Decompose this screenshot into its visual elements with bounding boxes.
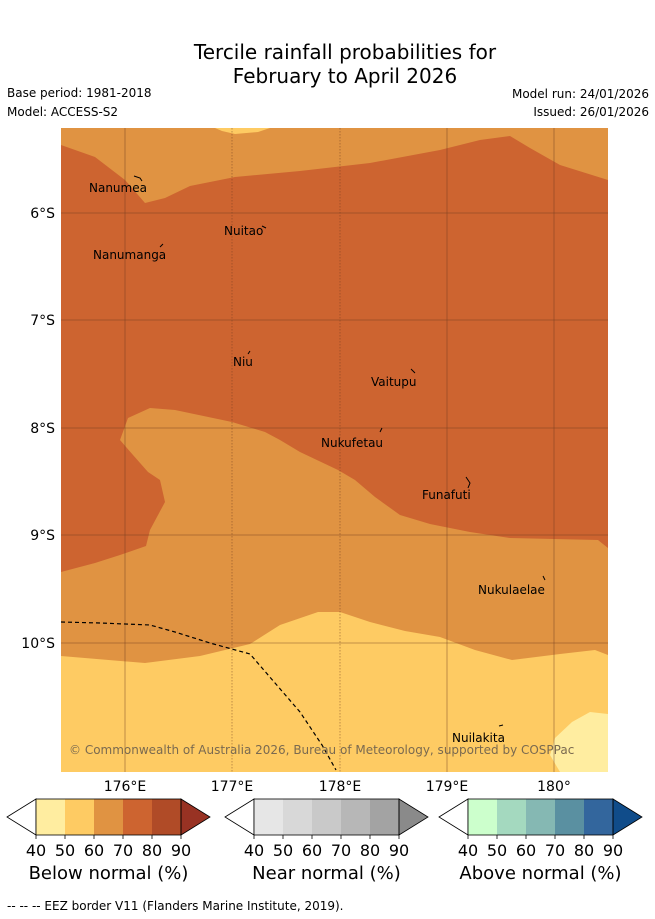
lon-label: 180° xyxy=(537,779,571,795)
colorbar-tick-label: 70 xyxy=(113,841,133,860)
colorbar-segment xyxy=(94,799,123,835)
colorbar-legends: 40 50 60 70 80 90 40 50 60 70 80 90 40 50 60 70 80 90 xyxy=(6,798,643,860)
lat-label: 9°S xyxy=(30,528,55,544)
copyright-notice: © Commonwealth of Australia 2026, Bureau… xyxy=(69,743,574,757)
colorbar-extend-max xyxy=(180,798,211,836)
island-nuitao xyxy=(261,225,267,229)
legend-title-near: Near normal (%) xyxy=(252,863,401,884)
contour-50-60-south xyxy=(61,612,608,772)
colorbar-segment xyxy=(36,799,65,835)
place-label: Funafuti xyxy=(422,488,471,502)
place-label: Nanumanga xyxy=(93,248,166,262)
place-label: Nanumea xyxy=(89,181,147,195)
grid-lines xyxy=(61,128,608,772)
lat-label: 7°S xyxy=(30,313,55,329)
colorbar-tick-label: 80 xyxy=(142,841,162,860)
eez-footnote: -- -- -- EEZ border V11 (Flanders Marine… xyxy=(7,899,344,913)
island-nuilakita xyxy=(498,724,504,727)
island-nanumanga xyxy=(159,243,164,248)
colorbar-extend-min xyxy=(224,798,255,836)
colorbar-below-normal: 40 50 60 70 80 90 xyxy=(6,798,211,860)
place-label: Vaitupu xyxy=(371,375,417,389)
colorbar-tick-label: 50 xyxy=(55,841,75,860)
colorbar-tick-label: 70 xyxy=(331,841,351,860)
island-funafuti xyxy=(465,476,471,489)
colorbar-outline xyxy=(467,798,614,836)
island-vaitupu xyxy=(410,368,416,374)
place-label: Nukufetau xyxy=(321,436,383,450)
place-label: Nuitao xyxy=(224,224,263,238)
colorbar-above-normal: 40 50 60 70 80 90 xyxy=(438,798,643,860)
colorbar-tick-label: 80 xyxy=(360,841,380,860)
colorbar-tick-label: 40 xyxy=(26,841,46,860)
base-period: Base period: 1981-2018 xyxy=(7,86,152,100)
colorbar-tick-label: 80 xyxy=(574,841,594,860)
lon-label: 179°E xyxy=(426,779,469,795)
colorbar-tick-label: 60 xyxy=(516,841,536,860)
lat-label: 10°S xyxy=(21,636,55,652)
probability-contours xyxy=(61,128,608,772)
map-title-line2: February to April 2026 xyxy=(232,64,458,88)
place-label: Nuilakita xyxy=(452,731,505,745)
rainfall-map: Nanumea Nuitao Nanumanga Niu Vaitupu Nuk… xyxy=(21,128,608,795)
lon-label: 177°E xyxy=(211,779,254,795)
contour-70-80 xyxy=(61,136,608,572)
colorbar-segment xyxy=(283,799,312,835)
colorbar-tick-label: 70 xyxy=(545,841,565,860)
colorbar-segment xyxy=(152,799,181,835)
model-run: Model run: 24/01/2026 xyxy=(511,87,649,101)
colorbar-tick-label: 90 xyxy=(603,841,623,860)
colorbar-segment xyxy=(555,799,584,835)
legend-title-above: Above normal (%) xyxy=(459,863,622,884)
colorbar-segment xyxy=(254,799,283,835)
colorbar-outline xyxy=(253,798,400,836)
island-outlines xyxy=(133,175,546,727)
colorbar-tick-label: 60 xyxy=(302,841,322,860)
lat-label: 6°S xyxy=(30,206,55,222)
lon-label: 176°E xyxy=(104,779,147,795)
contour-40-50 xyxy=(550,712,608,772)
eez-border xyxy=(61,621,337,771)
colorbar-segment xyxy=(65,799,94,835)
colorbar-near-normal: 40 50 60 70 80 90 xyxy=(224,798,429,860)
island-niu xyxy=(247,350,251,355)
model-name: Model: ACCESS-S2 xyxy=(7,105,119,119)
colorbar-segment xyxy=(584,799,613,835)
legend-title-below: Below normal (%) xyxy=(28,863,189,884)
lon-label: 178°E xyxy=(319,779,362,795)
place-label: Niu xyxy=(233,355,253,369)
colorbar-extend-min xyxy=(6,798,37,836)
issued-date: Issued: 26/01/2026 xyxy=(533,105,649,119)
map-title-line1: Tercile rainfall probabilities for xyxy=(193,40,497,64)
lat-label: 8°S xyxy=(30,421,55,437)
colorbar-segment xyxy=(370,799,399,835)
colorbar-tick-label: 50 xyxy=(487,841,507,860)
colorbar-outline xyxy=(35,798,182,836)
colorbar-tick-label: 40 xyxy=(458,841,478,860)
colorbar-segment xyxy=(497,799,526,835)
contour-50-60-north xyxy=(215,128,270,134)
place-label: Nukulaelae xyxy=(478,583,545,597)
island-nukulaelae xyxy=(542,575,546,581)
colorbar-extend-min xyxy=(438,798,469,836)
colorbar-segment xyxy=(341,799,370,835)
colorbar-tick-label: 90 xyxy=(171,841,191,860)
colorbar-segment xyxy=(526,799,555,835)
island-nanumea xyxy=(133,175,143,182)
colorbar-segment xyxy=(468,799,497,835)
colorbar-extend-max xyxy=(398,798,429,836)
colorbar-tick-label: 60 xyxy=(84,841,104,860)
colorbar-segment xyxy=(312,799,341,835)
colorbar-segment xyxy=(123,799,152,835)
island-nukufetau xyxy=(379,427,383,433)
colorbar-tick-label: 90 xyxy=(389,841,409,860)
colorbar-extend-max xyxy=(612,798,643,836)
colorbar-tick-label: 50 xyxy=(273,841,293,860)
colorbar-tick-label: 40 xyxy=(244,841,264,860)
